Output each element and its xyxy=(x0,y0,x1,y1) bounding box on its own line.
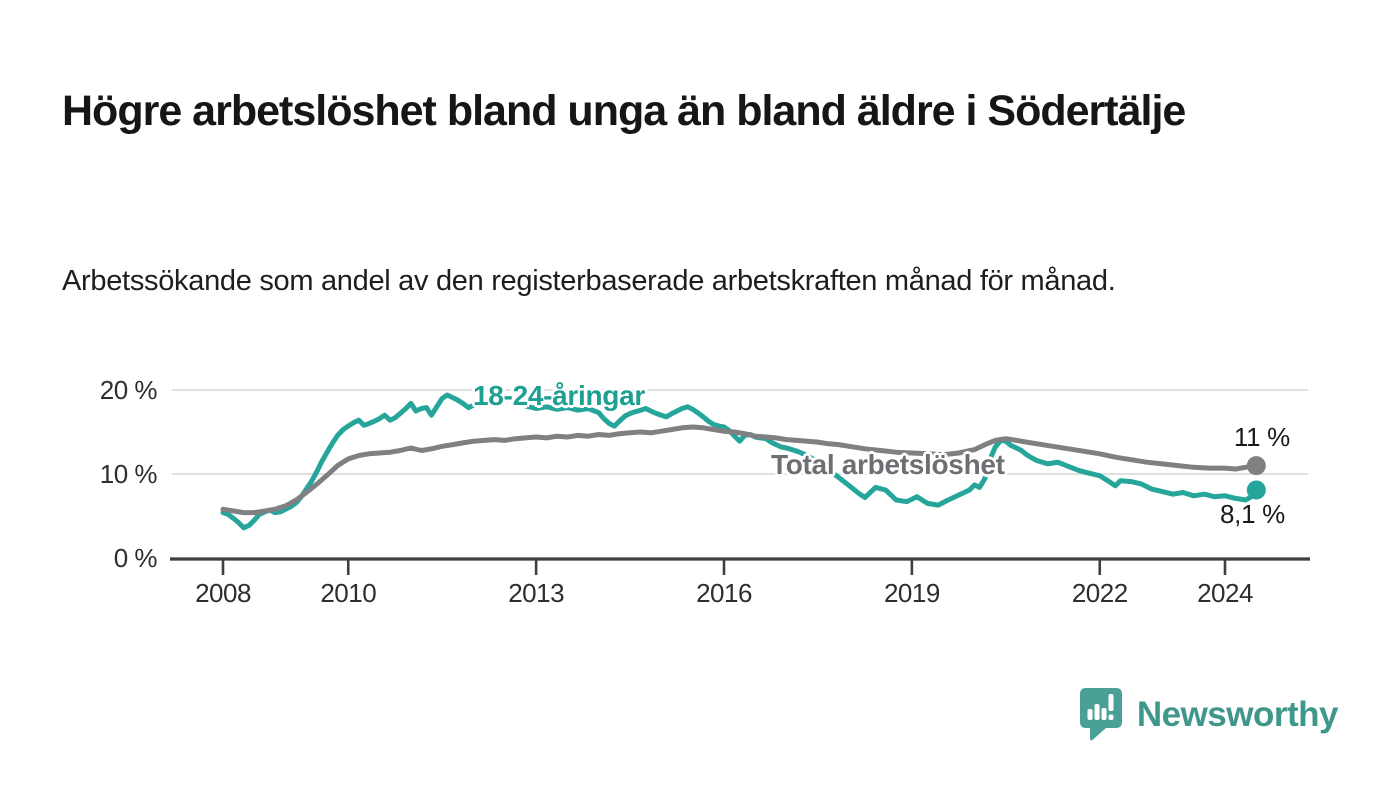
newsworthy-logo-icon xyxy=(1079,688,1122,741)
chart-subtitle: Arbetssökande som andel av den registerb… xyxy=(62,265,1116,297)
series-label-total: Total arbetslöshet xyxy=(771,449,1005,480)
y-tick-label: 0 % xyxy=(113,543,158,573)
x-tick-label: 2008 xyxy=(195,578,251,608)
x-tick-label: 2019 xyxy=(883,578,940,608)
end-value-label-total: 11 % xyxy=(1233,422,1290,452)
series-label-young: 18-24-åringar xyxy=(473,380,645,411)
x-tick-label: 2022 xyxy=(1071,578,1128,608)
y-tick-label: 20 % xyxy=(99,375,158,405)
series-end-dot-total xyxy=(1246,456,1266,476)
x-tick-label: 2010 xyxy=(320,578,377,608)
x-tick-label: 2024 xyxy=(1197,578,1253,608)
newsworthy-brand: Newsworthy xyxy=(1078,686,1339,743)
x-tick-label: 2016 xyxy=(696,578,752,608)
y-tick-label: 10 % xyxy=(99,459,158,489)
end-value-label-young: 8,1 % xyxy=(1220,499,1285,529)
series-line-total xyxy=(220,424,1259,516)
series-end-dot-young xyxy=(1246,480,1266,500)
newsworthy-wordmark: Newsworthy xyxy=(1136,694,1339,734)
series-line-young xyxy=(220,392,1259,531)
chart-title: Högre arbetslöshet bland unga än bland ä… xyxy=(62,86,1186,135)
x-tick-label: 2013 xyxy=(508,578,565,608)
